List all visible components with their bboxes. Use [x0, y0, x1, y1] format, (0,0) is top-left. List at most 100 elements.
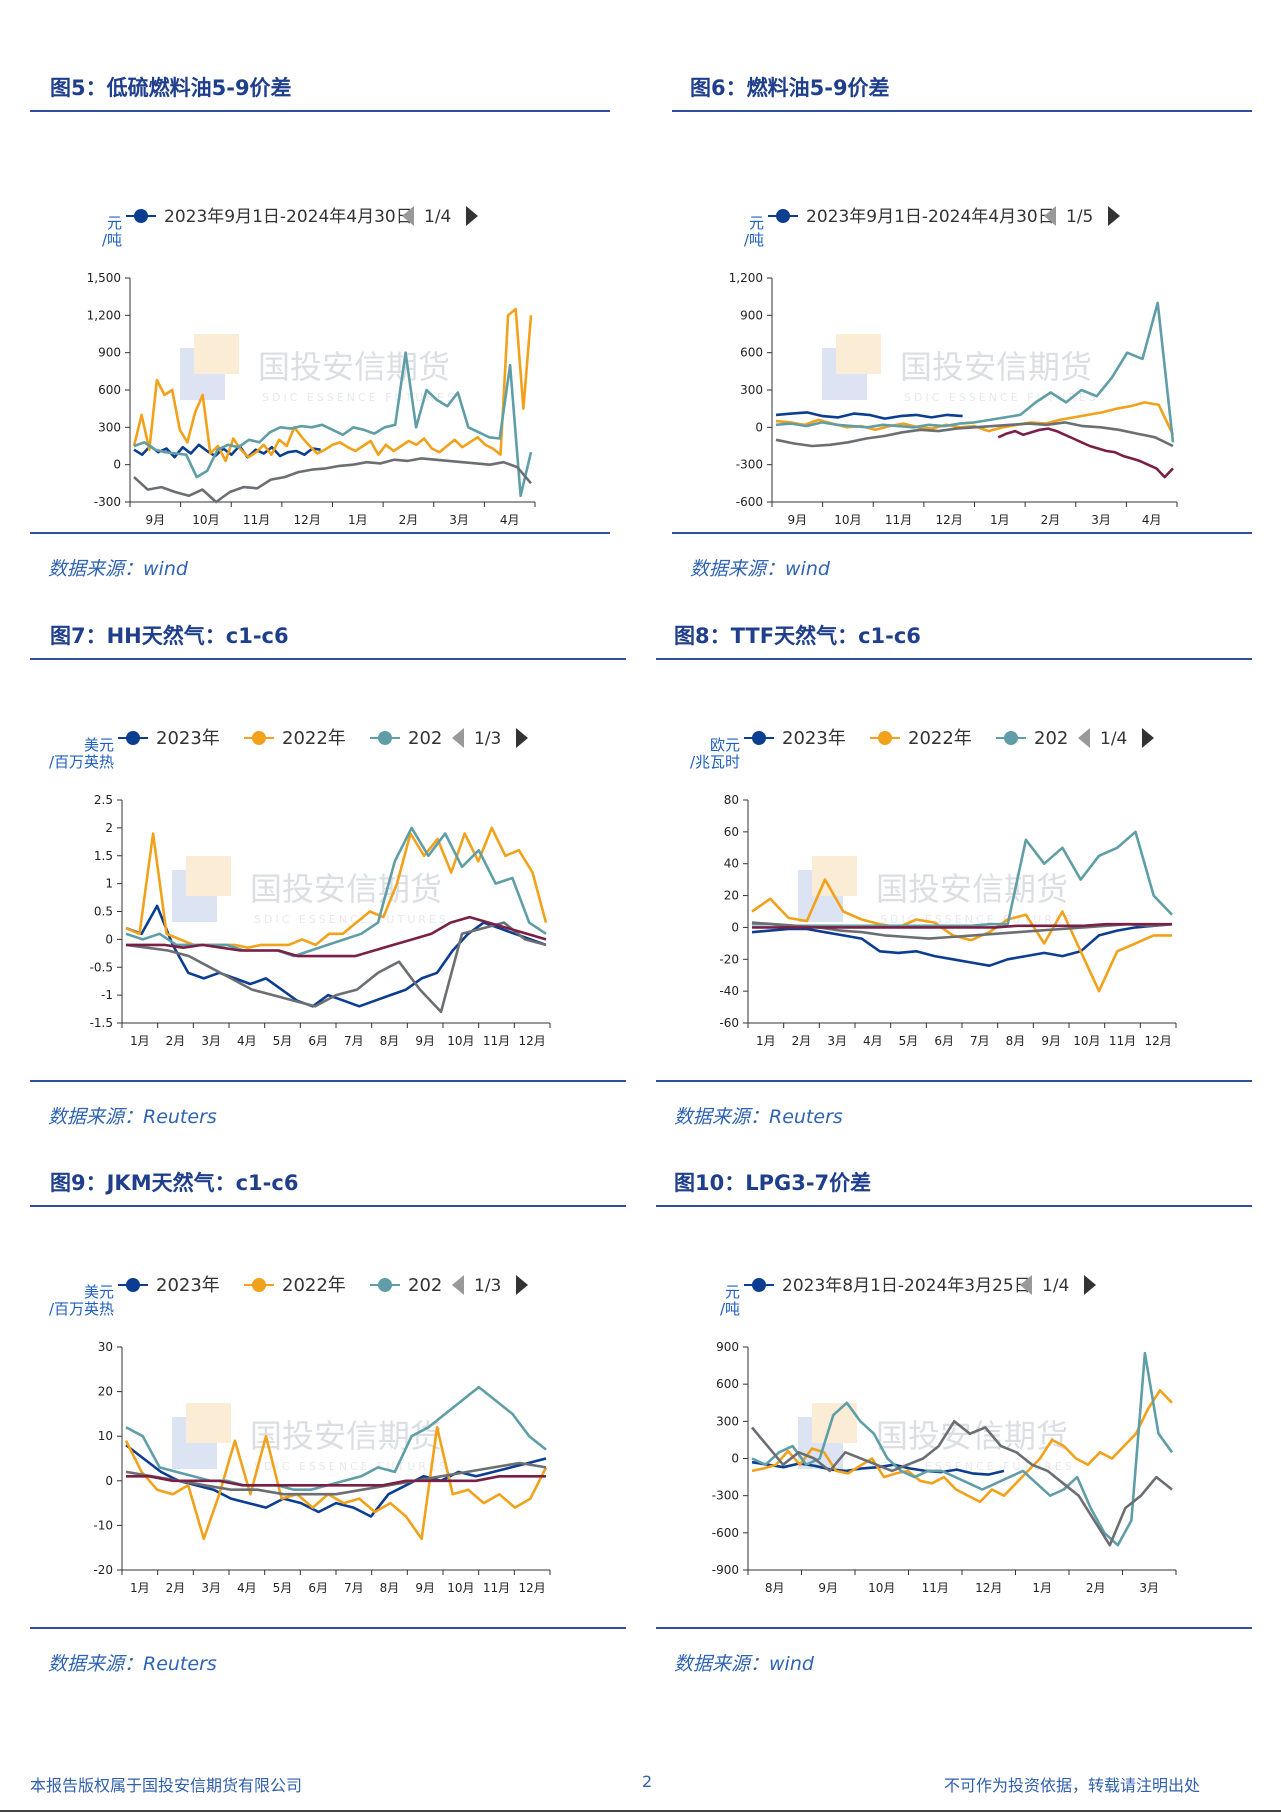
- y-tick-label: -1: [101, 988, 113, 1002]
- y-tick-label: -20: [93, 1563, 113, 1577]
- series-line-gray: [125, 921, 547, 1014]
- legend-label: 202: [408, 1275, 442, 1296]
- legend-label: 202: [408, 728, 442, 749]
- y-tick-label: 1,500: [87, 271, 121, 285]
- chart-fig7: 国投安信期货 SDIC ESSENCE FUTURES 美元/百万英热 -1.5 -1 -…: [49, 728, 551, 1048]
- x-tick-label: 10月: [447, 1581, 474, 1595]
- figure-title: 图6：燃料油5-9价差: [690, 76, 890, 100]
- pager-prev-icon: [452, 728, 464, 748]
- x-tick-label: 2月: [1086, 1581, 1106, 1595]
- y-tick-label: 2: [105, 821, 113, 835]
- legend-dot: [252, 731, 266, 745]
- x-tick-label: 3月: [201, 1034, 221, 1048]
- footer-page-number: 2: [642, 1772, 653, 1791]
- unit-label-bottom: /百万英热: [49, 753, 114, 771]
- data-source: 数据来源：Reuters: [48, 1106, 217, 1128]
- series-line-maroon: [752, 922, 1172, 929]
- series-line-blue: [125, 904, 547, 1008]
- legend: 2023年9月1日-2024年4月30日 1/5: [768, 206, 1120, 227]
- y-tick-label: -300: [736, 458, 763, 472]
- series-line-blue: [775, 411, 963, 420]
- watermark: 国投安信期货 SDIC ESSENCE FUTURES: [172, 1403, 446, 1473]
- watermark-logo-block: [812, 856, 857, 896]
- pager-prev-icon: [1044, 206, 1056, 226]
- series-line-maroon: [126, 915, 547, 958]
- x-tick-label: 9月: [818, 1581, 838, 1595]
- watermark: 国投安信期货 SDIC ESSENCE FUTURES: [172, 856, 446, 926]
- pager-next-icon: [1084, 1275, 1096, 1295]
- x-tick-label: 8月: [380, 1034, 400, 1048]
- unit-label-top: 美元: [84, 736, 114, 754]
- legend-label: 2023年: [156, 1275, 220, 1296]
- x-tick-label: 1月: [756, 1034, 776, 1048]
- y-tick-label: 0.5: [94, 905, 113, 919]
- watermark-text: 国投安信期货: [876, 1417, 1068, 1455]
- watermark-logo-block: [180, 348, 225, 400]
- figure-title: 图9：JKM天然气：c1-c6: [50, 1171, 299, 1195]
- y-tick-label: 2.5: [94, 793, 113, 807]
- x-tick-label: 10月: [834, 513, 861, 527]
- x-tick-label: 3月: [201, 1581, 221, 1595]
- legend-dot: [378, 1278, 392, 1292]
- y-tick-label: 600: [716, 1377, 739, 1391]
- watermark-subtext: SDIC ESSENCE FUTURES: [904, 391, 1099, 404]
- watermark-text: 国投安信期货: [250, 870, 442, 908]
- x-tick-label: 7月: [344, 1034, 364, 1048]
- title-rule: [656, 1205, 1252, 1207]
- x-tick-label: 4月: [863, 1034, 883, 1048]
- y-tick-label: 600: [740, 346, 763, 360]
- series-line-teal: [751, 1351, 1174, 1547]
- y-tick-label: 40: [724, 857, 739, 871]
- y-tick-label: -300: [712, 1489, 739, 1503]
- x-tick-label: 11月: [483, 1581, 510, 1595]
- legend-dot: [752, 731, 766, 745]
- legend-dot: [126, 1278, 140, 1292]
- watermark-logo-block: [172, 1417, 217, 1469]
- pager-next-icon: [1142, 728, 1154, 748]
- series-line-gray: [751, 1420, 1173, 1547]
- panel-fig9: 图9：JKM天然气：c1-c6 国投安信期货 SDIC ESSENCE FUTUR…: [30, 1167, 626, 1687]
- y-tick-label: -40: [719, 984, 739, 998]
- legend-label: 2023年: [782, 728, 846, 749]
- y-tick-label: 20: [98, 1385, 113, 1399]
- title-rule: [30, 658, 626, 660]
- series-line-blue: [125, 1444, 547, 1518]
- footer-disclaimer: 不可作为投资依据，转载请注明出处: [944, 1776, 1201, 1795]
- pager-next-icon: [516, 1275, 528, 1295]
- pager-next-icon: [1108, 206, 1120, 226]
- y-tick-label: 0: [105, 1474, 113, 1488]
- watermark-logo-block: [186, 856, 231, 896]
- y-tick-label: 1: [105, 877, 113, 891]
- pager-label: 1/3: [474, 1276, 501, 1296]
- legend-dot: [776, 209, 790, 223]
- x-tick-label: 2月: [1041, 513, 1061, 527]
- pager-label: 1/4: [424, 207, 451, 227]
- x-tick-label: 2月: [166, 1581, 186, 1595]
- pager-label: 1/3: [474, 729, 501, 749]
- x-tick-label: 5月: [273, 1581, 293, 1595]
- x-tick-label: 7月: [344, 1581, 364, 1595]
- x-tick-label: 10月: [192, 513, 219, 527]
- x-tick-label: 6月: [934, 1034, 954, 1048]
- watermark: 国投安信期货 SDIC ESSENCE FUTURES: [180, 334, 454, 404]
- legend-label: 2023年9月1日-2024年4月30日: [806, 207, 1055, 227]
- x-tick-label: 12月: [1145, 1034, 1172, 1048]
- x-tick-label: 10月: [447, 1034, 474, 1048]
- x-tick-label: 4月: [500, 513, 520, 527]
- pager-label: 1/5: [1066, 207, 1093, 227]
- series-line-maroon: [997, 427, 1174, 479]
- source-rule: [30, 1627, 626, 1629]
- panel-fig7: 图7：HH天然气：c1-c6 国投安信期货 SDIC ESSENCE FUTURE…: [30, 620, 626, 1140]
- panel-fig5: 图5：低硫燃料油5-9价差 国投安信期货 SDIC ESSENCE FUTURES…: [30, 72, 610, 592]
- y-tick-label: 1,200: [729, 271, 763, 285]
- watermark-logo-block: [812, 1403, 857, 1443]
- x-tick-label: 2月: [399, 513, 419, 527]
- y-tick-label: -600: [736, 495, 763, 509]
- y-tick-label: -0.5: [90, 960, 113, 974]
- figure-title: 图5：低硫燃料油5-9价差: [50, 76, 292, 100]
- x-tick-label: 9月: [145, 513, 165, 527]
- y-tick-label: 300: [716, 1414, 739, 1428]
- chart-fig6: 国投安信期货 SDIC ESSENCE FUTURES 元/吨 -600 -300 0 30…: [729, 206, 1178, 527]
- x-tick-label: 4月: [237, 1034, 257, 1048]
- y-tick-label: 600: [98, 383, 121, 397]
